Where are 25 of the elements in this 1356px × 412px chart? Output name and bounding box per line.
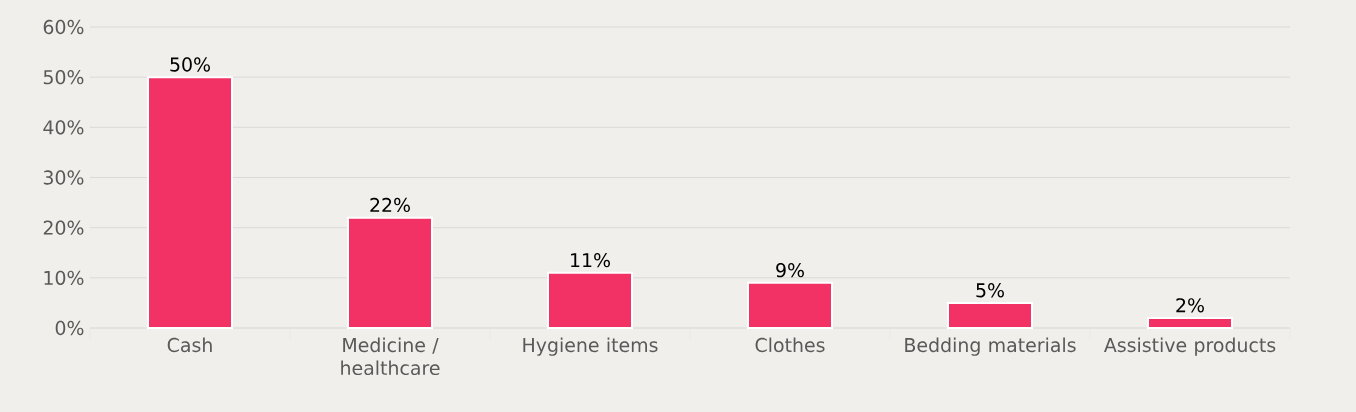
y-tick-label: 0% — [55, 320, 84, 336]
y-tick-label: 20% — [43, 220, 84, 235]
data-label: 9% — [776, 263, 804, 278]
bar — [547, 271, 634, 329]
data-label: 11% — [571, 252, 610, 268]
y-tick-label: 50% — [43, 70, 84, 85]
x-tick-label: Medicine / healthcare — [341, 337, 440, 376]
x-tick-label: Assistive products — [1103, 337, 1276, 356]
y-tick-label: 40% — [43, 120, 84, 135]
data-label: 5% — [976, 283, 1004, 298]
bar — [347, 216, 434, 329]
bar — [1146, 316, 1233, 329]
x-tick-label: Bedding materials — [905, 337, 1076, 356]
x-tick-label: Cash — [167, 337, 212, 353]
data-label: 22% — [370, 197, 410, 213]
x-tick-label: Hygiene items — [523, 337, 658, 356]
x-tick-label: Clothes — [755, 337, 825, 353]
data-label: 50% — [170, 57, 210, 72]
bar — [147, 76, 234, 329]
bar — [947, 301, 1033, 329]
y-tick-label: 30% — [43, 170, 84, 185]
y-tick-label: 60% — [43, 19, 84, 35]
data-label: 2% — [1176, 298, 1204, 313]
bar — [747, 281, 833, 329]
y-tick-label: 10% — [44, 270, 84, 285]
